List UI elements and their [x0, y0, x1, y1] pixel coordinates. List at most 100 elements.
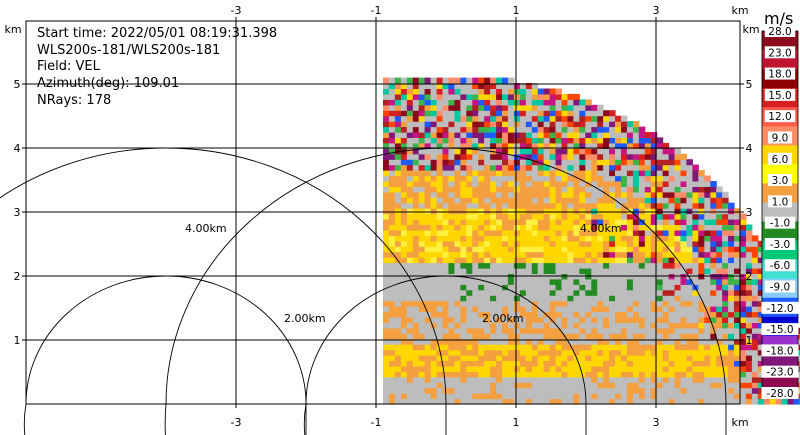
field-cell	[597, 349, 604, 356]
field-cell	[615, 311, 622, 318]
field-cell	[383, 387, 390, 394]
field-cell	[412, 295, 420, 302]
field-cell	[716, 219, 723, 225]
field-cell	[555, 349, 562, 356]
field-cell	[591, 306, 598, 313]
field-cell	[638, 295, 646, 302]
field-cell	[472, 148, 479, 155]
field-cell	[525, 153, 533, 160]
field-cell	[383, 246, 390, 253]
field-cell	[472, 327, 479, 334]
field-cell	[668, 333, 676, 340]
field-cell	[751, 338, 759, 345]
field-cell	[615, 208, 622, 215]
field-cell	[478, 164, 485, 171]
field-cell	[424, 219, 432, 225]
field-cell	[531, 311, 539, 318]
field-cell	[543, 104, 551, 111]
field-cell	[490, 262, 497, 269]
field-cell	[466, 197, 473, 204]
field-cell	[383, 219, 390, 225]
field-cell	[394, 306, 402, 313]
field-cell	[597, 213, 604, 220]
field-cell	[406, 208, 414, 215]
field-cell	[513, 295, 521, 302]
field-cell	[519, 355, 527, 361]
field-cell	[442, 219, 449, 225]
field-cell	[579, 110, 586, 117]
field-cell	[478, 349, 485, 356]
field-cell	[472, 142, 479, 149]
field-cell	[466, 398, 473, 405]
field-cell	[383, 104, 390, 111]
field-cell	[537, 93, 545, 100]
field-cell	[531, 251, 539, 258]
field-cell	[496, 181, 503, 187]
field-cell	[472, 376, 479, 383]
field-cell	[704, 387, 711, 394]
field-cell	[555, 137, 562, 144]
field-cell	[662, 387, 670, 394]
colorbar-label-bg	[761, 344, 799, 357]
field-cell	[591, 175, 598, 182]
field-cell	[745, 371, 753, 378]
field-cell	[478, 202, 485, 209]
field-cell	[531, 99, 539, 106]
field-cell	[484, 240, 491, 247]
field-cell	[388, 257, 396, 264]
field-cell	[579, 213, 586, 220]
field-cell	[692, 338, 699, 345]
azimuth-label: Azimuth(deg): 109.01	[37, 76, 180, 91]
field-cell	[591, 355, 598, 361]
field-cell	[490, 170, 497, 177]
field-cell	[513, 387, 521, 394]
field-cell	[549, 202, 557, 209]
field-cell	[436, 382, 444, 389]
field-cell	[567, 268, 574, 274]
field-cell	[626, 333, 634, 340]
field-cell	[412, 355, 420, 361]
field-cell	[436, 83, 444, 89]
field-cell	[513, 132, 521, 138]
field-cell	[650, 235, 658, 242]
field-cell	[507, 387, 515, 394]
field-cell	[507, 170, 515, 177]
field-cell	[525, 311, 533, 318]
field-cell	[561, 360, 568, 367]
field-cell	[519, 132, 527, 138]
field-cell	[585, 235, 592, 242]
field-cell	[698, 365, 705, 372]
field-cell	[644, 322, 652, 329]
field-cell	[418, 387, 426, 394]
field-cell	[656, 148, 664, 155]
field-cell	[454, 393, 461, 400]
field-cell	[626, 197, 634, 204]
field-cell	[638, 360, 646, 367]
field-cell	[722, 371, 729, 378]
field-cell	[632, 382, 640, 389]
field-cell	[531, 371, 539, 378]
field-cell	[704, 317, 711, 323]
field-cell	[460, 202, 467, 209]
field-cell	[424, 121, 432, 128]
field-cell	[615, 219, 622, 225]
field-cell	[585, 224, 592, 231]
field-cell	[567, 322, 574, 329]
field-cell	[561, 284, 568, 291]
field-cell	[757, 317, 765, 323]
field-cell	[388, 229, 396, 236]
field-cell	[478, 126, 485, 133]
field-cell	[454, 202, 461, 209]
field-cell	[680, 322, 687, 329]
field-cell	[472, 360, 479, 367]
field-cell	[537, 311, 545, 318]
field-cell	[418, 121, 426, 128]
field-cell	[383, 88, 390, 95]
field-cell	[406, 83, 414, 89]
field-cell	[436, 148, 444, 155]
field-cell	[579, 115, 586, 122]
field-cell	[745, 393, 753, 400]
field-cell	[704, 175, 711, 182]
field-cell	[728, 376, 735, 383]
field-cell	[436, 322, 444, 329]
